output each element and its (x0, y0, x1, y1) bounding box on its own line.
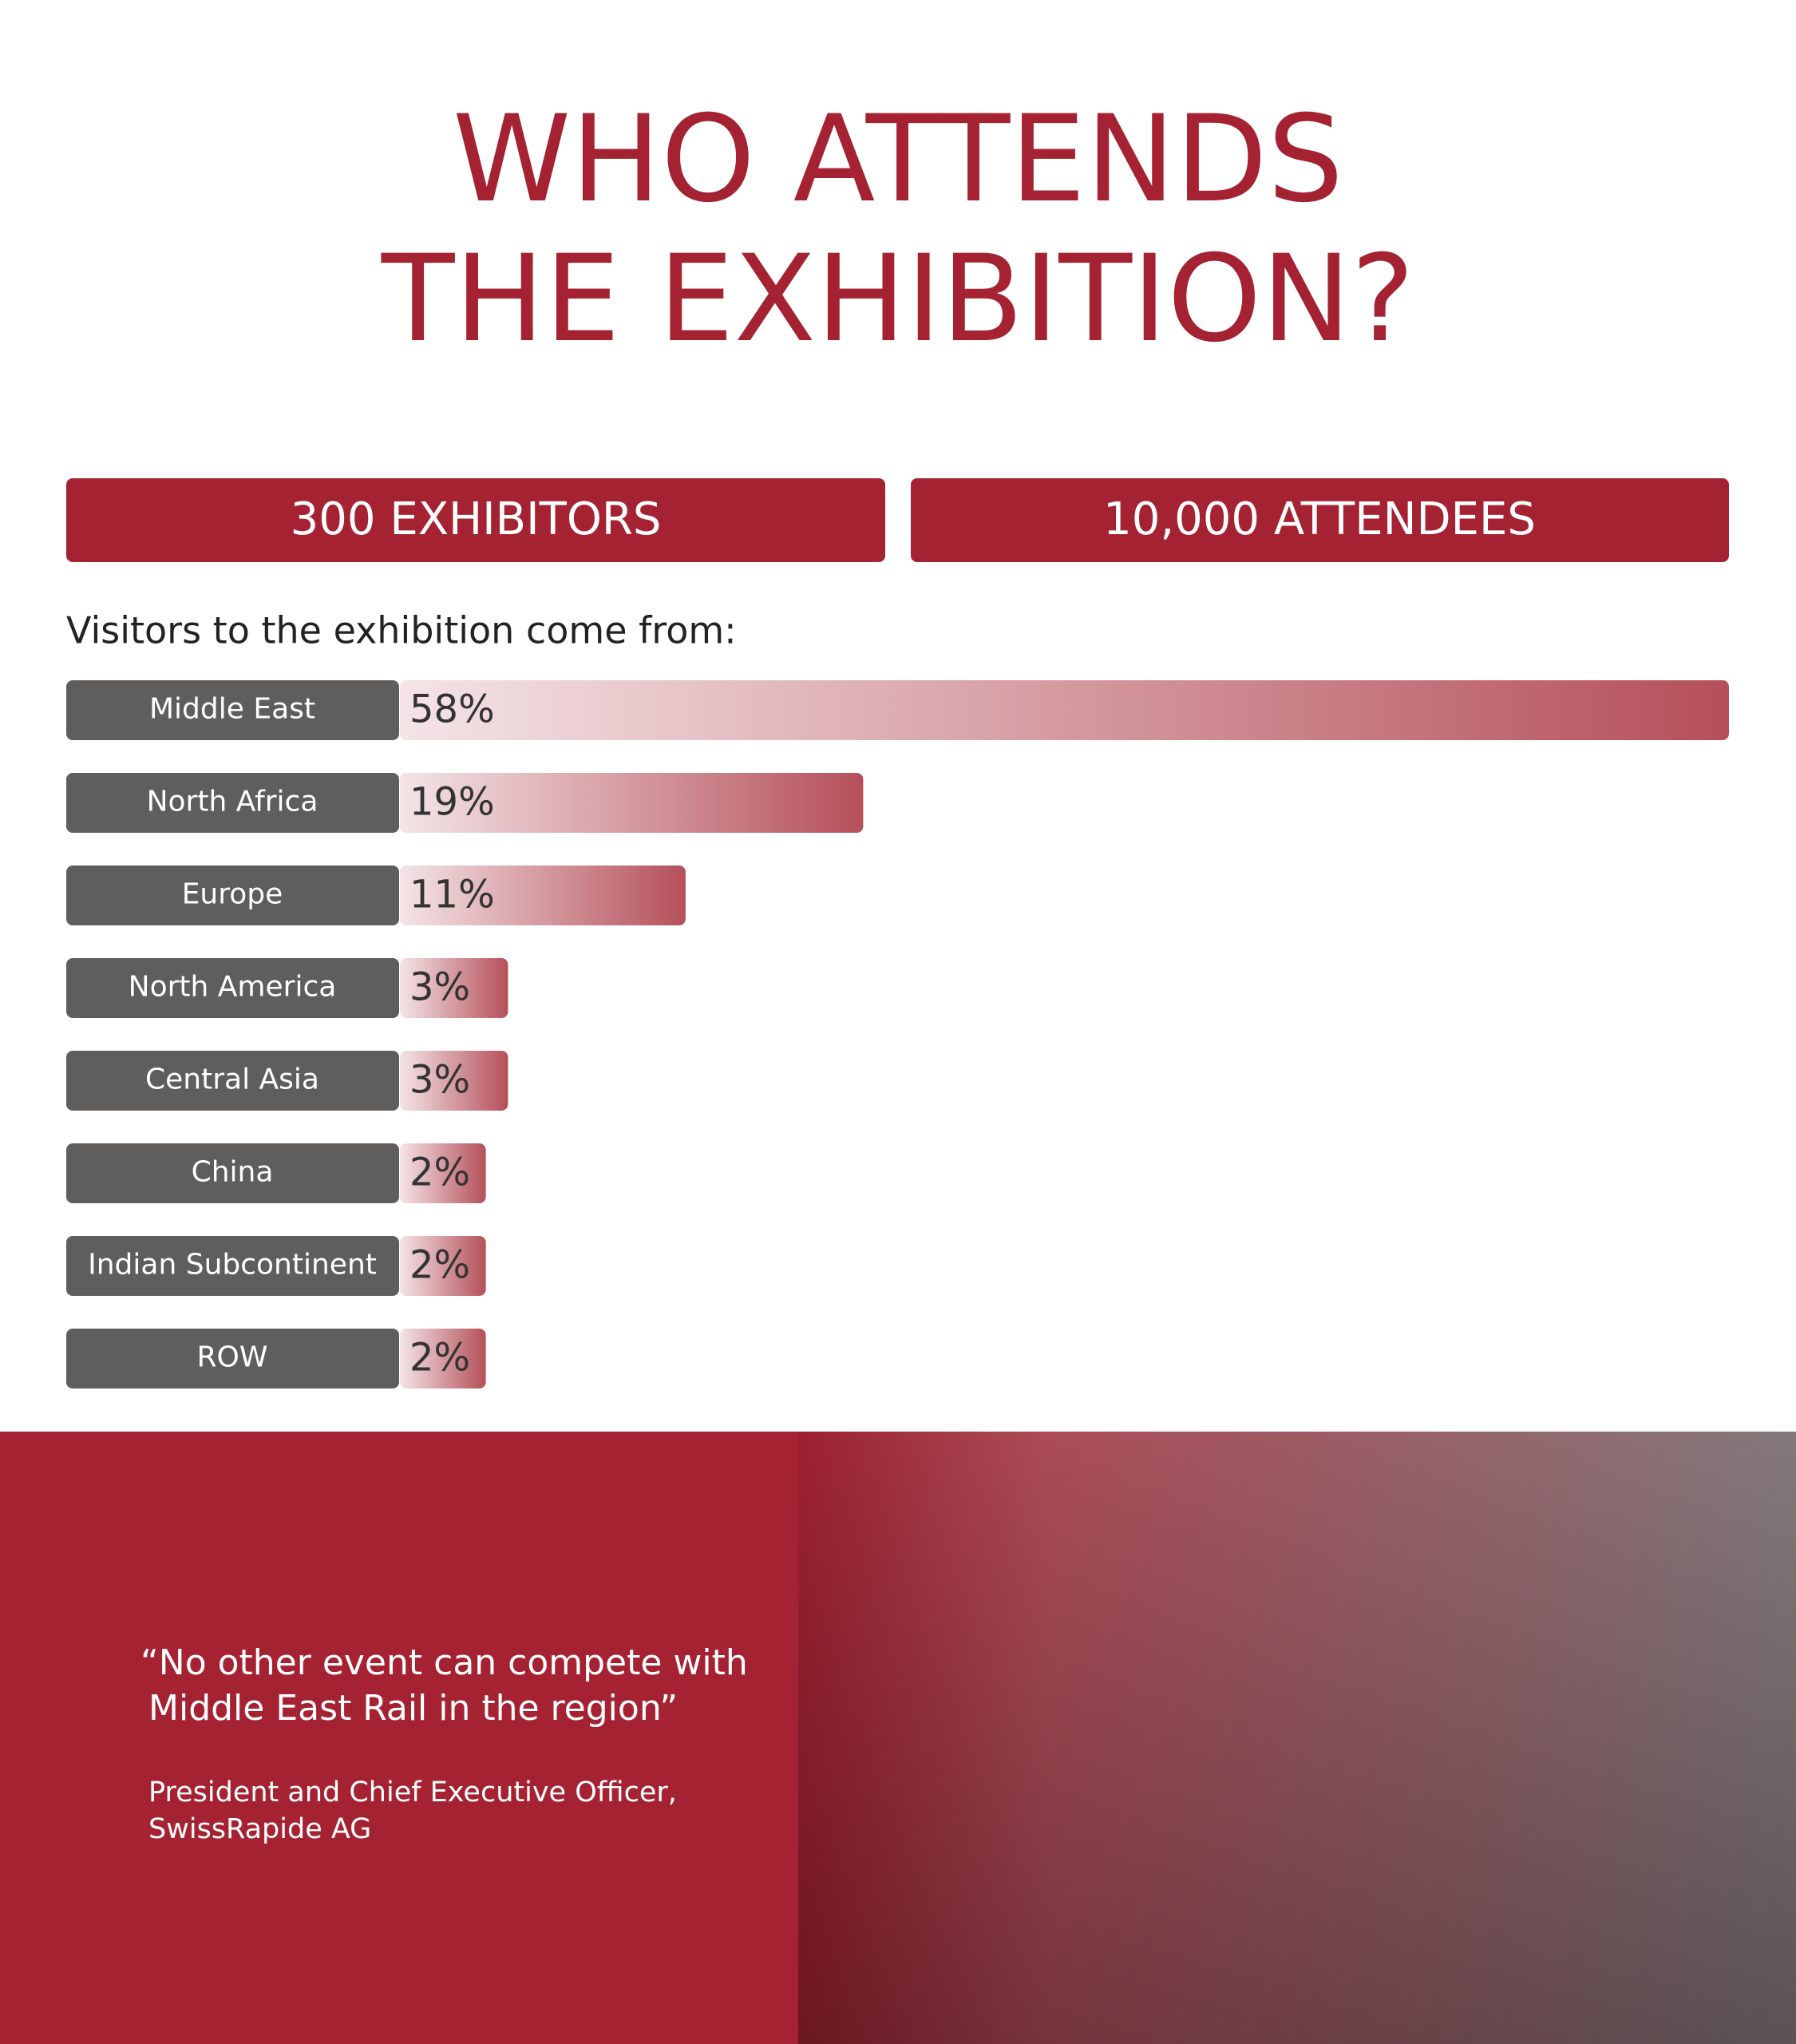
bar (400, 1329, 486, 1388)
category-label: China (192, 1156, 274, 1189)
category-box (66, 866, 399, 925)
bar (400, 866, 686, 925)
chart-title: Visitors to the exhibition come from: (66, 609, 737, 652)
title-line: THE EXHIBITION? (381, 230, 1414, 369)
value-label: 3% (409, 1058, 470, 1103)
category-box (66, 958, 399, 1018)
category-box (66, 1051, 399, 1111)
category-label: North Africa (147, 786, 318, 818)
stat-box (66, 478, 885, 562)
category-box (66, 1329, 399, 1388)
bar (400, 680, 1729, 740)
category-label: North America (129, 971, 337, 1004)
category-box (66, 680, 399, 740)
stat-text: 300 EXHIBITORS (291, 493, 662, 545)
value-label: 2% (409, 1151, 470, 1195)
value-label: 3% (409, 965, 470, 1010)
bar (400, 1051, 508, 1111)
bar (400, 1236, 486, 1296)
attribution-line: President and Chief Executive Officer, (148, 1777, 677, 1808)
attribution-line: SwissRapide AG (148, 1813, 371, 1845)
stat-text: 10,000 ATTENDEES (1103, 493, 1536, 545)
value-label: 2% (409, 1243, 470, 1288)
value-label: 58% (409, 687, 495, 732)
bar-chart: Middle East 58% North Africa 19% Europe 11% No… (66, 680, 1729, 1388)
category-label: Middle East (149, 693, 315, 726)
photo-shade (798, 1432, 1796, 2044)
category-box (66, 773, 399, 833)
bar (400, 773, 864, 833)
value-label: 2% (409, 1336, 470, 1380)
stat-box (911, 478, 1729, 562)
quote-line: Middle East Rail in the region” (148, 1688, 678, 1729)
category-box (66, 1143, 399, 1203)
bar (400, 1143, 486, 1203)
category-label: Central Asia (145, 1064, 319, 1096)
category-label: ROW (197, 1341, 268, 1374)
title-line: WHO ATTENDS (453, 90, 1343, 229)
category-label: Europe (182, 878, 283, 911)
quote-line: “No other event can compete with (140, 1642, 748, 1683)
category-box (66, 1236, 399, 1296)
category-label: Indian Subcontinent (88, 1249, 377, 1281)
value-label: 11% (409, 873, 495, 917)
bar (400, 958, 508, 1018)
value-label: 19% (409, 780, 495, 825)
